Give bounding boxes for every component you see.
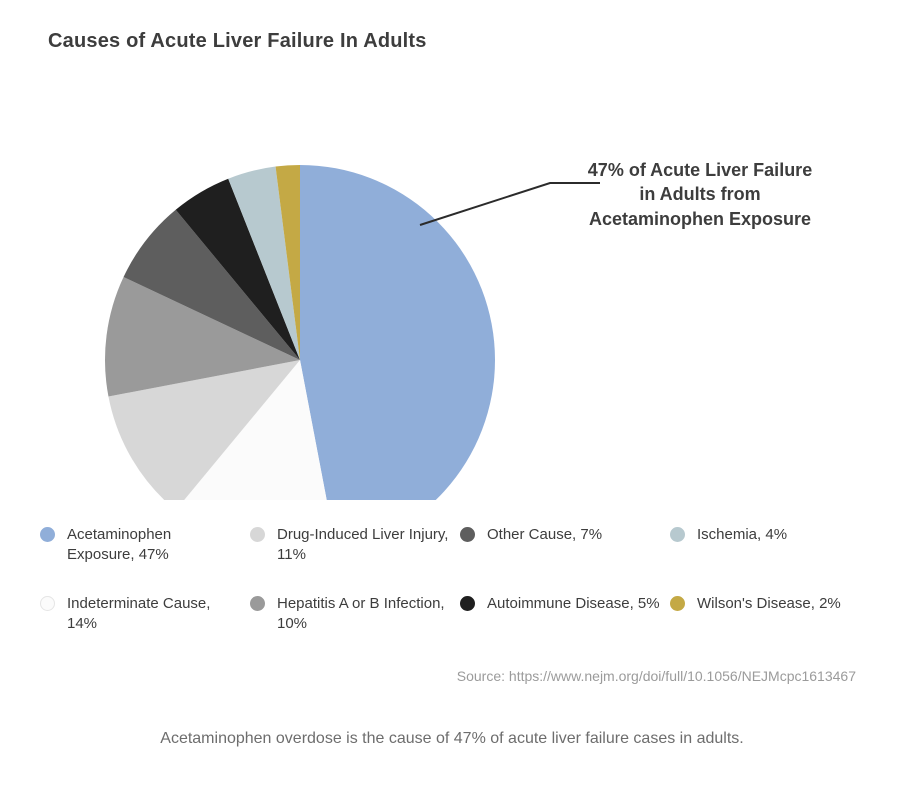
legend-label: Drug-Induced Liver Injury, 11%: [277, 525, 450, 566]
legend-swatch: [250, 527, 265, 542]
legend-swatch: [460, 596, 475, 611]
legend-item: Acetaminophen Exposure, 47%: [40, 525, 240, 566]
source-prefix: Source:: [457, 668, 509, 684]
source-citation: Source: https://www.nejm.org/doi/full/10…: [457, 668, 856, 684]
legend-swatch: [670, 527, 685, 542]
legend-item: Wilson's Disease, 2%: [670, 594, 870, 635]
callout-leader-line: [420, 183, 600, 225]
legend-swatch: [40, 527, 55, 542]
legend-item: Drug-Induced Liver Injury, 11%: [250, 525, 450, 566]
legend-label: Hepatitis A or B Infection, 10%: [277, 594, 450, 635]
legend-swatch: [40, 596, 55, 611]
legend-swatch: [670, 596, 685, 611]
figure-container: Causes of Acute Liver Failure In Adults …: [0, 0, 904, 788]
chart-title: Causes of Acute Liver Failure In Adults: [48, 30, 427, 53]
legend-item: Ischemia, 4%: [670, 525, 870, 566]
legend-item: Autoimmune Disease, 5%: [460, 594, 660, 635]
pie-chart-svg: [0, 70, 904, 500]
legend-swatch: [250, 596, 265, 611]
caption-text: Acetaminophen overdose is the cause of 4…: [0, 730, 904, 748]
callout-label: 47% of Acute Liver Failure in Adults fro…: [585, 158, 815, 231]
legend-label: Acetaminophen Exposure, 47%: [67, 525, 240, 566]
chart-area: 47% of Acute Liver Failure in Adults fro…: [0, 70, 904, 500]
legend-item: Indeterminate Cause, 14%: [40, 594, 240, 635]
legend: Acetaminophen Exposure, 47% Drug-Induced …: [40, 525, 870, 634]
legend-label: Other Cause, 7%: [487, 525, 602, 545]
legend-label: Wilson's Disease, 2%: [697, 594, 841, 614]
legend-label: Ischemia, 4%: [697, 525, 787, 545]
legend-label: Indeterminate Cause, 14%: [67, 594, 240, 635]
legend-item: Other Cause, 7%: [460, 525, 660, 566]
legend-swatch: [460, 527, 475, 542]
legend-label: Autoimmune Disease, 5%: [487, 594, 660, 614]
source-url: https://www.nejm.org/doi/full/10.1056/NE…: [509, 668, 856, 684]
pie-slice: [300, 165, 495, 500]
legend-item: Hepatitis A or B Infection, 10%: [250, 594, 450, 635]
